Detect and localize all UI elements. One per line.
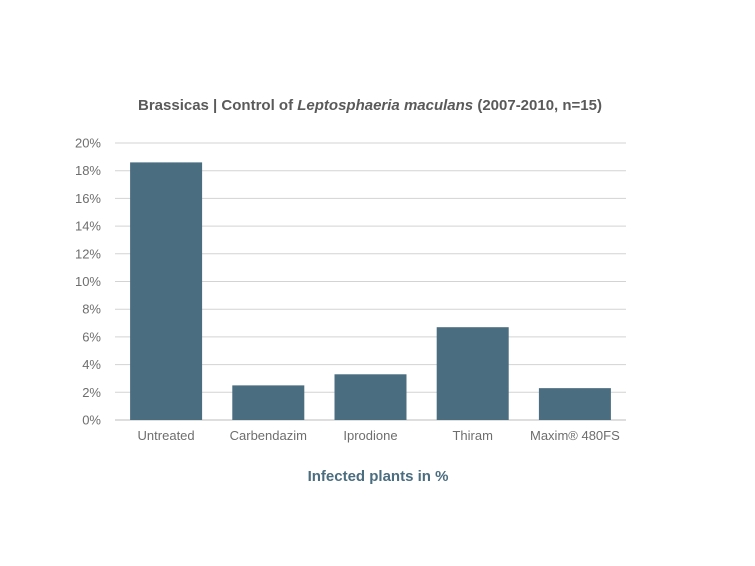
chart-title-prefix: Brassicas | Control of: [138, 97, 297, 114]
chart-title-suffix: (2007-2010, n=15): [473, 97, 602, 114]
chart-title-species: Leptosphaeria maculans: [297, 97, 473, 114]
bar-1: [232, 385, 305, 420]
bar-4: [538, 388, 611, 420]
y-tick-label: 8%: [82, 302, 101, 317]
y-tick-label: 12%: [75, 246, 101, 261]
y-tick-label: 6%: [82, 329, 101, 344]
chart-title: Brassicas | Control of Leptosphaeria mac…: [138, 97, 602, 114]
x-category-label: Iprodione: [343, 428, 397, 443]
y-tick-label: 10%: [75, 274, 101, 289]
y-axis-ticks: 0% 2% 4% 6% 8% 10% 12% 14% 16% 18% 20%: [75, 136, 101, 428]
y-tick-label: 18%: [75, 163, 101, 178]
x-axis-categories: Untreated Carbendazim Iprodione Thiram Maxim…: [138, 428, 621, 443]
y-tick-label: 0%: [82, 413, 101, 428]
bars: [130, 162, 611, 420]
bar-3: [436, 327, 509, 420]
y-tick-label: 4%: [82, 357, 101, 372]
y-tick-label: 14%: [75, 219, 101, 234]
bar-0: [130, 162, 203, 420]
y-tick-label: 20%: [75, 136, 101, 151]
x-category-label: Thiram: [452, 428, 492, 443]
y-tick-label: 2%: [82, 385, 101, 400]
x-category-label: Untreated: [138, 428, 195, 443]
x-axis-label: Infected plants in %: [308, 468, 449, 485]
x-category-label: Carbendazim: [230, 428, 307, 443]
x-category-label: Maxim® 480FS: [530, 428, 620, 443]
y-tick-label: 16%: [75, 191, 101, 206]
bar-2: [334, 374, 407, 420]
